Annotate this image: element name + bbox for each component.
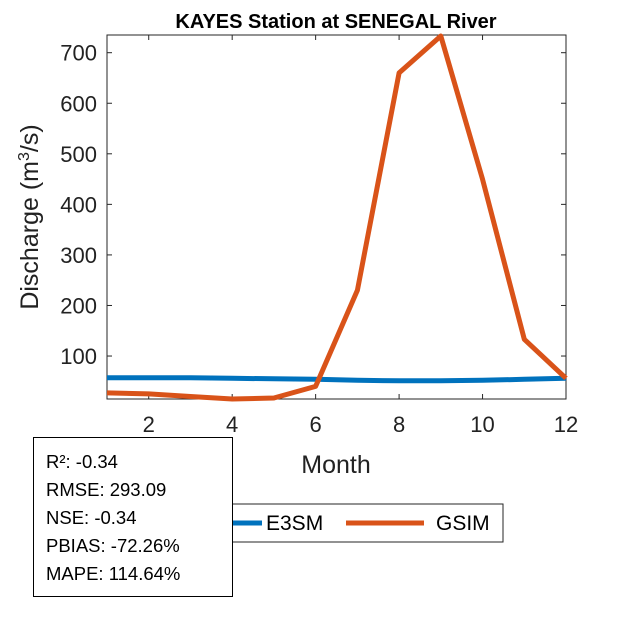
y-tick-label: 600	[60, 91, 97, 116]
x-tick-label: 10	[470, 412, 494, 437]
legend: E3SM GSIM	[209, 503, 504, 543]
metric-pbias: PBIAS: -72.26%	[46, 535, 180, 556]
series-line-e3sm	[107, 375, 567, 384]
metric-r2: R²: -0.34	[46, 451, 118, 472]
y-tick-label: 400	[60, 192, 97, 217]
series-line-gsim	[106, 33, 568, 402]
y-tick-label: 100	[60, 344, 97, 369]
x-tick-label: 2	[143, 412, 155, 437]
y-axis-label-sup: 3	[16, 152, 33, 161]
legend-label-e3sm: E3SM	[266, 512, 323, 535]
metrics-box: R²: -0.34 RMSE: 293.09 NSE: -0.34 PBIAS:…	[33, 437, 233, 597]
y-tick-label: 300	[60, 243, 97, 268]
y-tick-label: 700	[60, 41, 97, 66]
legend-label-gsim: GSIM	[436, 512, 490, 535]
metric-nse: NSE: -0.34	[46, 507, 137, 528]
x-axis-ticks: 2 4 6 8 10 12	[143, 35, 578, 437]
chart-title: KAYES Station at SENEGAL River	[175, 11, 496, 33]
x-axis-label: Month	[301, 451, 370, 479]
y-axis-label-pre: Discharge (m	[16, 161, 44, 310]
y-axis-ticks: 100 200 300 400 500 600 700	[60, 41, 566, 369]
x-tick-label: 8	[393, 412, 405, 437]
series-lines	[106, 33, 568, 402]
x-tick-label: 4	[226, 412, 238, 437]
y-tick-label: 200	[60, 293, 97, 318]
y-axis-label: Discharge (m3/s)	[16, 124, 44, 309]
metric-mape: MAPE: 114.64%	[46, 563, 181, 584]
x-tick-label: 12	[554, 412, 578, 437]
y-axis-label-post: /s)	[16, 124, 44, 152]
x-tick-label: 6	[310, 412, 322, 437]
metric-rmse: RMSE: 293.09	[46, 479, 167, 500]
y-tick-label: 500	[60, 142, 97, 167]
